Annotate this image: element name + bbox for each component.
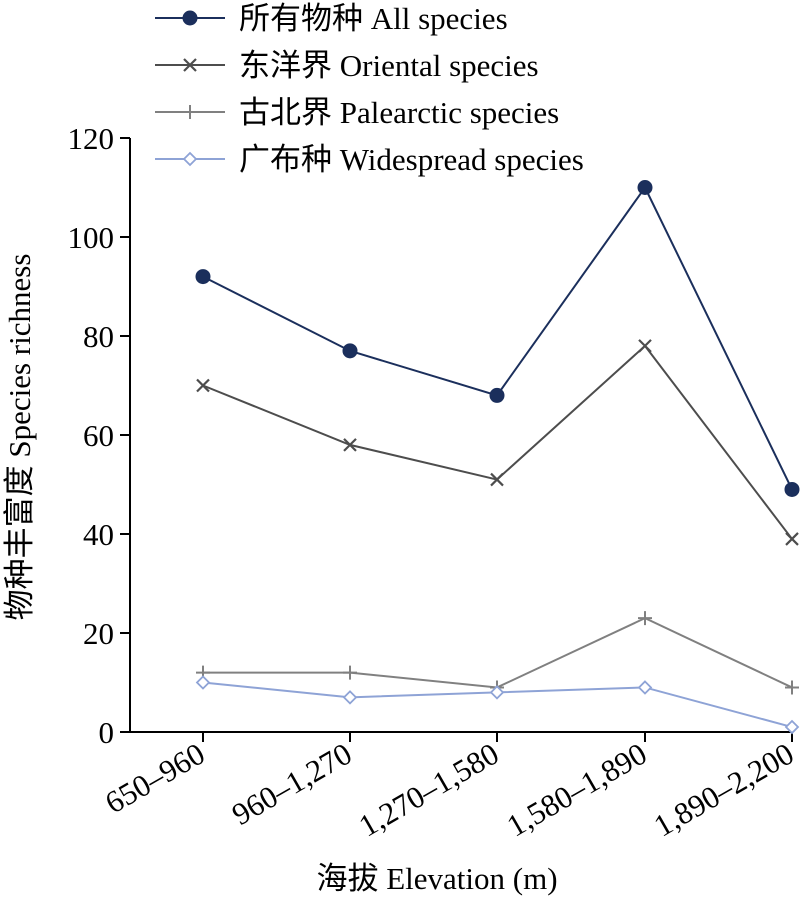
- legend-label: 广布种 Widespread species: [239, 142, 584, 177]
- legend: 所有物种 All species 东洋界 Oriental species 古北界 …: [155, 1, 584, 177]
- data-point: [342, 690, 358, 705]
- legend-label: 东洋界 Oriental species: [239, 48, 539, 83]
- series-0: [195, 180, 800, 497]
- legend-marker: [182, 10, 198, 26]
- y-axis-title: 物种丰富度 Species richness: [2, 254, 37, 621]
- legend-label: 所有物种 All species: [239, 1, 508, 36]
- data-point: [342, 343, 358, 359]
- legend-item: 所有物种 All species: [155, 1, 508, 36]
- y-tick-label: 40: [83, 517, 114, 552]
- y-tick-label: 0: [99, 715, 115, 750]
- y-tick-label: 120: [68, 121, 115, 156]
- x-tick-label: 1,580–1,890: [501, 736, 653, 844]
- legend-item: 古北界 Palearctic species: [155, 95, 559, 130]
- data-point: [785, 680, 799, 695]
- data-point: [785, 532, 799, 546]
- data-point: [637, 180, 653, 195]
- data-point: [343, 665, 357, 680]
- data-point: [490, 472, 504, 487]
- axes: 0 20 40 60 80 100 120 650–960 960–1,2701,270–1,5…: [68, 121, 800, 844]
- x-tick-label: 1,270–1,580: [353, 736, 505, 844]
- data-point: [343, 438, 357, 452]
- x-axis-title: 海拔 Elevation (m): [316, 861, 557, 896]
- data-point: [638, 611, 652, 626]
- x-tick-label: 650–960: [99, 736, 210, 821]
- legend-label: 古北界 Palearctic species: [239, 95, 559, 130]
- legend-marker: [182, 151, 198, 167]
- y-tick-label: 60: [83, 418, 114, 453]
- data-point: [489, 685, 505, 700]
- y-tick-label: 20: [83, 616, 114, 651]
- x-tick-label: 960–1,270: [226, 736, 358, 832]
- series-layer: [195, 180, 800, 735]
- legend-marker: [183, 58, 197, 72]
- x-tick-label: 1,890–2,200: [648, 736, 800, 844]
- series-line: [202, 185, 793, 490]
- data-point: [196, 378, 210, 393]
- y-tick-label: 80: [83, 319, 114, 354]
- data-point: [195, 269, 211, 285]
- data-point: [638, 339, 652, 353]
- legend-marker: [183, 105, 197, 119]
- data-point: [489, 387, 505, 403]
- series-line: [202, 344, 793, 540]
- data-point: [784, 719, 800, 735]
- series-3: [195, 675, 800, 735]
- data-point: [195, 675, 211, 690]
- series-line: [203, 617, 793, 689]
- legend-item: 广布种 Widespread species: [155, 142, 584, 177]
- y-tick-label: 100: [68, 220, 115, 255]
- data-point: [637, 680, 653, 695]
- legend-item: 东洋界 Oriental species: [155, 48, 539, 83]
- data-point: [784, 481, 800, 497]
- series-2: [196, 611, 799, 695]
- series-1: [196, 339, 799, 546]
